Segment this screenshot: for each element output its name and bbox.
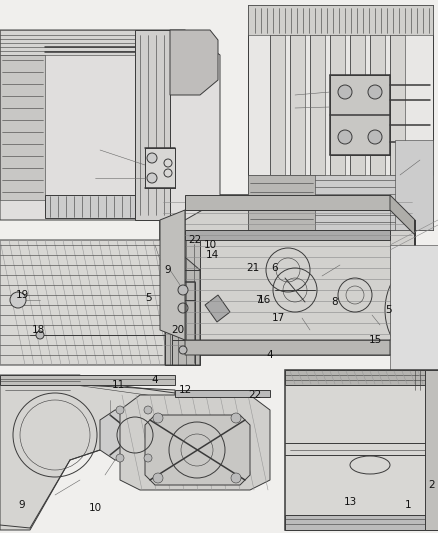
- Polygon shape: [390, 220, 415, 355]
- Circle shape: [144, 406, 152, 414]
- Text: 5: 5: [386, 305, 392, 315]
- Polygon shape: [0, 55, 45, 200]
- Text: 17: 17: [272, 313, 285, 323]
- Circle shape: [179, 346, 187, 354]
- Polygon shape: [285, 515, 438, 530]
- Text: 8: 8: [332, 297, 338, 307]
- Polygon shape: [170, 30, 218, 95]
- Polygon shape: [185, 330, 415, 355]
- Text: 10: 10: [88, 503, 102, 513]
- Polygon shape: [285, 370, 438, 530]
- Text: 15: 15: [368, 335, 381, 345]
- Polygon shape: [425, 370, 438, 530]
- Circle shape: [231, 413, 241, 423]
- Polygon shape: [0, 30, 220, 220]
- Circle shape: [116, 406, 124, 414]
- Text: 22: 22: [188, 235, 201, 245]
- Polygon shape: [135, 30, 170, 220]
- Polygon shape: [390, 35, 405, 175]
- Text: 5: 5: [145, 293, 151, 303]
- Circle shape: [116, 454, 124, 462]
- Polygon shape: [0, 375, 175, 530]
- Polygon shape: [160, 210, 185, 340]
- Polygon shape: [248, 5, 433, 35]
- Polygon shape: [248, 175, 433, 230]
- Polygon shape: [285, 370, 438, 385]
- Circle shape: [368, 85, 382, 99]
- Polygon shape: [160, 195, 415, 355]
- Circle shape: [147, 173, 157, 183]
- Text: 1: 1: [405, 500, 411, 510]
- Polygon shape: [330, 75, 390, 155]
- Circle shape: [153, 413, 163, 423]
- Polygon shape: [100, 410, 165, 460]
- Text: 4: 4: [267, 350, 273, 360]
- Polygon shape: [310, 35, 325, 175]
- Text: 6: 6: [272, 263, 278, 273]
- Polygon shape: [0, 375, 175, 385]
- Text: 2: 2: [429, 480, 435, 490]
- Text: 12: 12: [178, 385, 192, 395]
- Polygon shape: [165, 240, 200, 270]
- Polygon shape: [145, 148, 175, 188]
- Circle shape: [338, 130, 352, 144]
- Text: 4: 4: [152, 375, 158, 385]
- Circle shape: [338, 85, 352, 99]
- Circle shape: [153, 473, 163, 483]
- Text: 19: 19: [15, 290, 28, 300]
- Text: 10: 10: [203, 240, 216, 250]
- Polygon shape: [350, 35, 365, 175]
- Text: 22: 22: [248, 390, 261, 400]
- Polygon shape: [370, 35, 385, 175]
- Text: 13: 13: [343, 497, 357, 507]
- Polygon shape: [395, 140, 433, 230]
- Text: 11: 11: [111, 380, 125, 390]
- Text: 7: 7: [254, 295, 261, 305]
- Polygon shape: [248, 175, 315, 230]
- Polygon shape: [248, 5, 433, 230]
- Polygon shape: [270, 35, 285, 175]
- Text: 14: 14: [205, 250, 219, 260]
- Text: 9: 9: [165, 265, 171, 275]
- Polygon shape: [185, 195, 390, 210]
- Polygon shape: [0, 30, 185, 55]
- Circle shape: [144, 454, 152, 462]
- Polygon shape: [175, 390, 270, 397]
- Circle shape: [231, 473, 241, 483]
- Polygon shape: [165, 240, 200, 365]
- Polygon shape: [390, 245, 438, 370]
- Circle shape: [178, 285, 188, 295]
- Circle shape: [368, 130, 382, 144]
- Text: 18: 18: [32, 325, 45, 335]
- Polygon shape: [330, 35, 345, 175]
- Polygon shape: [120, 395, 270, 490]
- Polygon shape: [145, 415, 250, 485]
- Polygon shape: [0, 240, 200, 365]
- Text: 16: 16: [258, 295, 271, 305]
- Polygon shape: [185, 230, 390, 240]
- Polygon shape: [390, 195, 415, 235]
- Text: 20: 20: [171, 325, 184, 335]
- Polygon shape: [205, 295, 230, 322]
- Circle shape: [36, 331, 44, 339]
- Text: 9: 9: [19, 500, 25, 510]
- Polygon shape: [290, 35, 305, 175]
- Text: 21: 21: [246, 263, 260, 273]
- Circle shape: [147, 153, 157, 163]
- Polygon shape: [45, 195, 135, 218]
- Circle shape: [10, 292, 26, 308]
